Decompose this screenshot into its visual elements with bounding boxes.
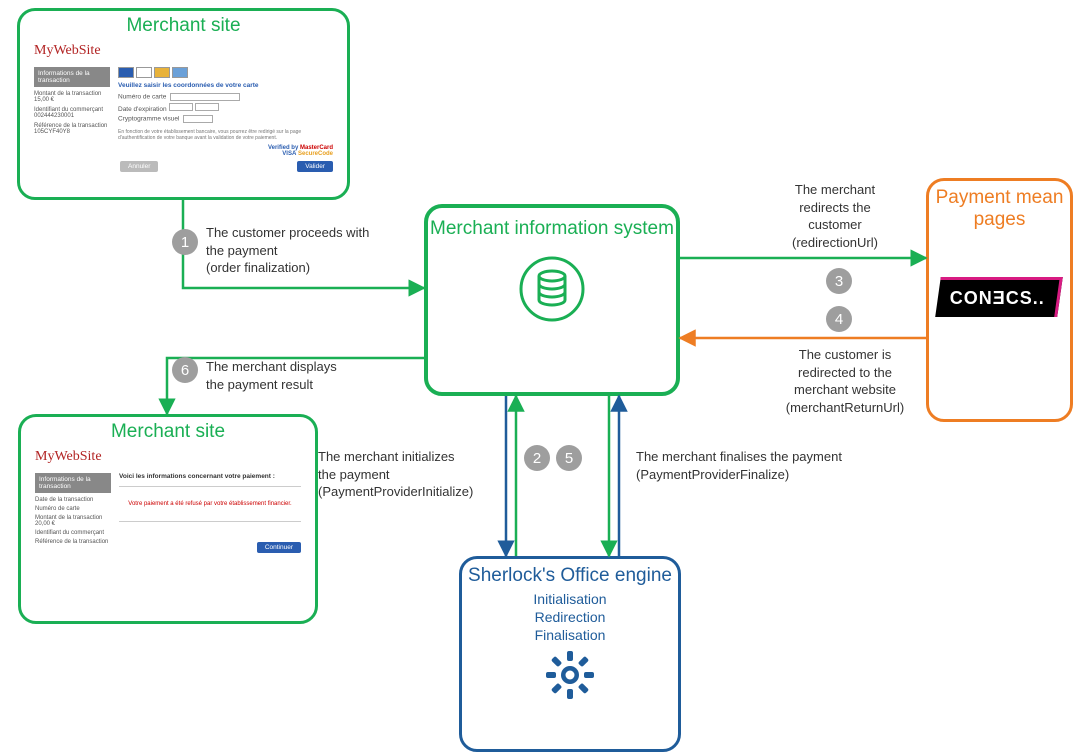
mock-logo: MyWebSite (35, 449, 305, 465)
mock-sidebar-line: Référence de la transaction (35, 539, 111, 545)
node-merchant-site-bottom: Merchant site MyWebSite Informations de … (18, 414, 318, 624)
mock-footnote: En fonction de votre établissement banca… (118, 129, 333, 141)
mock-sidebar-line: Montant de la transaction 15,00 € (34, 91, 110, 103)
step-badge-3: 3 (826, 268, 852, 294)
mock-main-title: Veuillez saisir les coordonnées de votre… (118, 82, 333, 89)
sherlocks-engine-title: Sherlock's Office engine (462, 565, 678, 587)
mock-sidebar-line: Date de la transaction (35, 497, 111, 503)
step-badge-6: 6 (172, 357, 198, 383)
edge-label-1: The customer proceeds with the payment (… (206, 224, 369, 277)
merchant-site-top-mockup: MyWebSite Informations de la transaction… (30, 43, 337, 176)
merchant-site-bottom-title: Merchant site (21, 421, 315, 443)
merchant-site-top-title: Merchant site (20, 15, 347, 37)
mock-card-icons (118, 67, 333, 78)
mock-sidebar-header: Informations de la transaction (35, 473, 111, 493)
mock-field-label: Date d'expiration (118, 106, 167, 113)
merchant-info-system-title: Merchant information system (428, 218, 676, 240)
mock-sidebar-line: Identifiant du commerçant 002444230001 (34, 107, 110, 119)
mock-field-label: Numéro de carte (118, 94, 166, 101)
edge-label-3: The merchant redirects the customer (red… (770, 181, 900, 251)
node-merchant-info-system: Merchant information system (424, 204, 680, 396)
payment-mean-pages-title: Payment mean pages (929, 187, 1070, 231)
edge-label-2: The merchant initializes the payment (Pa… (318, 448, 473, 501)
mock-select (195, 103, 219, 111)
mock-result-text: Votre paiement a été refusé par votre ét… (119, 501, 301, 507)
gear-icon (462, 649, 678, 706)
mock-main-title: Voici les informations concernant votre … (119, 473, 301, 480)
edge-label-4: The customer is redirected to the mercha… (770, 346, 920, 416)
mock-logo: MyWebSite (34, 43, 337, 59)
engine-subtitle: Initialisation (462, 591, 678, 607)
conecs-logo: CONƎCS.. (929, 277, 1070, 317)
step-badge-5: 5 (556, 445, 582, 471)
mock-footer-logos: Verified by MasterCard VISA SecureCode (118, 145, 333, 157)
mock-sidebar-line: Référence de la transaction 105CYF40Y8 (34, 123, 110, 135)
engine-subtitle: Finalisation (462, 627, 678, 643)
edge-label-5: The merchant finalises the payment (Paym… (636, 448, 842, 483)
mock-field-label: Cryptogramme visuel (118, 116, 179, 123)
database-icon (428, 256, 676, 327)
step-badge-4: 4 (826, 306, 852, 332)
mock-select (169, 103, 193, 111)
mock-input (170, 93, 240, 101)
mock-validate-button: Valider (297, 161, 333, 172)
mock-sidebar-line: Identifiant du commerçant (35, 530, 111, 536)
mock-sidebar-header: Informations de la transaction (34, 67, 110, 87)
node-merchant-site-top: Merchant site MyWebSite Informations de … (17, 8, 350, 200)
edge-label-6: The merchant displays the payment result (206, 358, 337, 393)
mock-input (183, 115, 213, 123)
mock-sidebar-line: Numéro de carte (35, 506, 111, 512)
step-badge-1: 1 (172, 229, 198, 255)
step-badge-2: 2 (524, 445, 550, 471)
merchant-site-bottom-mockup: MyWebSite Informations de la transaction… (31, 449, 305, 557)
node-sherlocks-engine: Sherlock's Office engine Initialisation … (459, 556, 681, 752)
node-payment-mean-pages: Payment mean pages CONƎCS.. (926, 178, 1073, 422)
mock-continue-button: Continuer (257, 542, 301, 553)
mock-sidebar-line: Montant de la transaction 20,00 € (35, 515, 111, 527)
mock-cancel-button: Annuler (120, 161, 158, 172)
engine-subtitle: Redirection (462, 609, 678, 625)
